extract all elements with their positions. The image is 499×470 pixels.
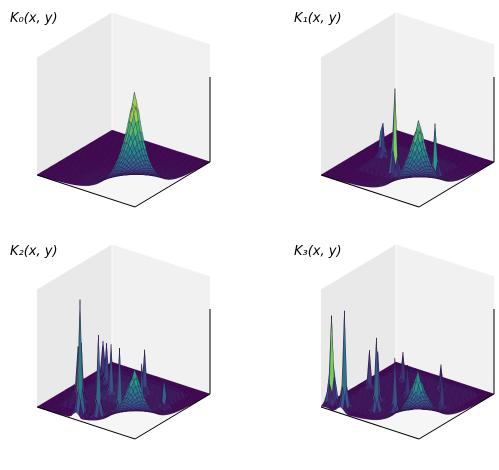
subplot-k3: K₃(x, y) [294,243,495,440]
subplot-title: K₁(x, y) [294,11,342,26]
surface-plot [320,243,495,440]
subplot-title: K₀(x, y) [10,11,58,26]
subplot-title: K₃(x, y) [294,244,342,259]
subplot-k0: K₀(x, y) [10,11,211,208]
subplot-title: K₂(x, y) [10,244,58,259]
subplot-k2: K₂(x, y) [10,243,211,440]
surface-plot [36,243,211,440]
surface [36,92,211,186]
left-pane [37,12,112,175]
surface-plot [320,11,495,208]
surface-plot [36,11,211,208]
subplot-k1: K₁(x, y) [294,11,495,208]
